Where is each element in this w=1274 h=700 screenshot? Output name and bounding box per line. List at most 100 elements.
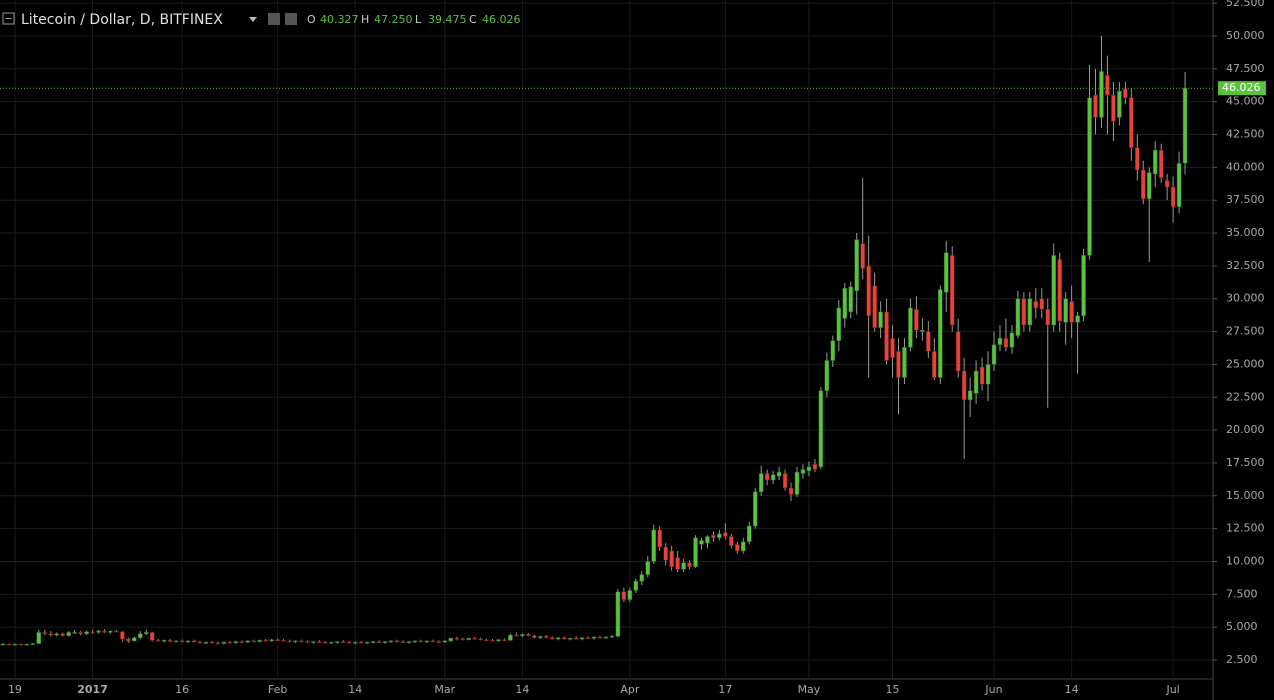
candle-body	[914, 308, 919, 331]
candle-body	[573, 638, 579, 640]
candle-body	[896, 351, 901, 378]
candle-body	[549, 637, 555, 640]
candle-body	[818, 390, 824, 468]
candle-body	[1152, 150, 1158, 175]
candles	[0, 35, 1188, 646]
y-tick-label: 45.000	[1226, 95, 1265, 108]
y-tick-label: 30.000	[1226, 292, 1265, 305]
candle-body	[233, 641, 239, 644]
collapse-icon[interactable]	[2, 12, 15, 25]
candle-body	[723, 532, 728, 537]
candle-body	[639, 574, 645, 582]
x-tick-label: 17	[718, 683, 732, 696]
visibility-icon[interactable]	[268, 13, 280, 25]
candle-body	[729, 536, 734, 546]
candle-body	[848, 286, 853, 313]
ohlc-legend: O 40.327 H 47.250 L 39.475 C 46.026	[307, 13, 521, 26]
candle-body	[687, 562, 692, 567]
candle-body	[132, 637, 137, 642]
y-tick-label: 25.000	[1226, 357, 1265, 370]
y-tick-label: 27.500	[1226, 325, 1265, 338]
candle-body	[1123, 88, 1128, 98]
candle-body	[251, 640, 256, 643]
candle-body	[597, 636, 603, 639]
candle-body	[108, 630, 113, 633]
x-tick-label: Feb	[268, 683, 287, 696]
candle-body	[317, 641, 322, 643]
candle-body	[394, 640, 400, 643]
candle-body	[257, 640, 262, 642]
candle-body	[36, 632, 42, 644]
candle-body	[269, 639, 274, 642]
candle-body	[991, 344, 997, 365]
y-tick-label: 47.500	[1226, 62, 1265, 75]
candle-body	[60, 633, 65, 636]
candle-body	[1027, 298, 1033, 326]
candle-body	[436, 641, 442, 643]
candle-body	[155, 640, 161, 642]
symbol-dropdown[interactable]	[249, 17, 257, 22]
legend-key: H	[361, 13, 369, 26]
candle-body	[18, 643, 24, 646]
candle-body	[329, 642, 334, 644]
candle-body	[920, 330, 925, 332]
settings-icon[interactable]	[285, 13, 297, 25]
candle-body	[263, 640, 268, 642]
candle-body	[6, 643, 12, 646]
candle-body	[609, 636, 615, 638]
x-tick-label: 14	[515, 683, 529, 696]
candle-body	[555, 637, 561, 640]
candle-body	[30, 643, 36, 645]
x-tick-label: 14	[1065, 683, 1079, 696]
candle-body	[860, 243, 865, 269]
candle-body	[508, 634, 513, 641]
candle-body	[741, 541, 746, 552]
candle-body	[239, 641, 245, 643]
x-tick-label: 2017	[77, 683, 108, 696]
candle-body	[96, 630, 101, 633]
candle-body	[735, 544, 740, 552]
y-tick-label: 10.000	[1226, 554, 1265, 567]
candle-body	[902, 347, 907, 378]
candle-body	[185, 640, 191, 643]
candle-body	[615, 591, 621, 637]
legend-value: 47.250	[374, 13, 413, 26]
symbol-title[interactable]: Litecoin / Dollar, D, BITFINEX	[21, 12, 223, 28]
candle-body	[717, 533, 722, 539]
candle-body	[245, 640, 251, 643]
candle-body	[1051, 255, 1056, 326]
candle-body	[388, 640, 394, 643]
candle-body	[1129, 97, 1134, 148]
candle-body	[806, 466, 812, 472]
candle-body	[1039, 298, 1045, 310]
candle-body	[138, 633, 143, 638]
candle-body	[752, 491, 758, 527]
y-tick-label: 20.000	[1226, 423, 1265, 436]
candle-body	[1117, 90, 1122, 118]
candle-body	[102, 630, 107, 633]
candle-body	[908, 307, 913, 348]
candle-body	[961, 370, 967, 401]
y-tick-label: 50.000	[1226, 29, 1265, 42]
candle-body	[430, 640, 436, 643]
candle-body	[114, 630, 119, 633]
candle-body	[0, 643, 6, 646]
candle-body	[944, 252, 949, 293]
candle-body	[478, 638, 483, 641]
candle-body	[824, 360, 830, 391]
candle-body	[472, 638, 477, 640]
candle-body	[502, 639, 507, 641]
candle-body	[484, 639, 489, 641]
candle-body	[1164, 180, 1170, 188]
candle-body	[203, 642, 209, 644]
candle-body	[561, 637, 567, 640]
candle-body	[191, 640, 197, 643]
candle-body	[770, 474, 776, 481]
candle-body	[872, 285, 877, 328]
candle-body	[538, 636, 543, 638]
candle-body	[442, 640, 448, 643]
candle-body	[938, 289, 943, 378]
candle-body	[532, 635, 537, 638]
candle-body	[681, 562, 686, 570]
